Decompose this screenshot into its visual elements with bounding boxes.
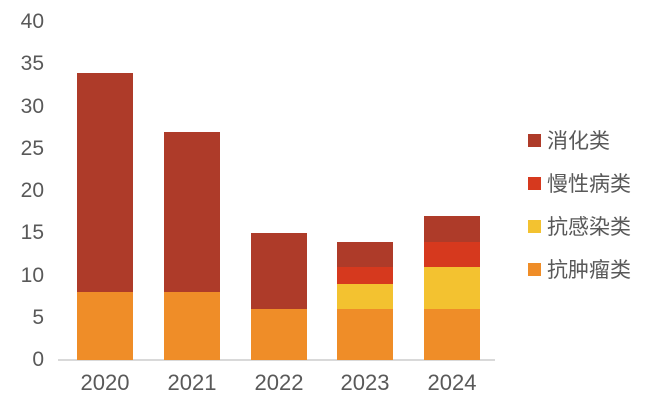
bar-segment-抗感染类	[424, 267, 480, 310]
y-tick-label: 25	[20, 136, 44, 160]
legend-swatch-icon	[528, 219, 541, 233]
x-tick-label-2022: 2022	[254, 370, 304, 395]
bar-2020	[77, 0, 133, 360]
x-tick-label-2024: 2024	[427, 370, 477, 395]
bar-2022	[251, 0, 307, 360]
chart-legend: 消化类慢性病类抗感染类抗肿瘤类	[528, 129, 631, 301]
y-tick-label: 30	[20, 94, 44, 118]
bar-segment-慢性病类	[337, 267, 393, 284]
bar-2024	[424, 0, 480, 360]
y-tick-label: 15	[20, 221, 44, 245]
legend-label: 抗感染类	[547, 216, 631, 239]
y-tick-label: 20	[20, 179, 44, 202]
legend-swatch-icon	[528, 133, 541, 147]
bar-segment-抗肿瘤类	[164, 292, 220, 360]
x-axis-line	[58, 359, 495, 361]
y-tick-label: 40	[20, 10, 44, 33]
legend-swatch-icon	[528, 176, 541, 190]
x-tick-label-2020: 2020	[80, 370, 130, 395]
legend-label: 消化类	[547, 130, 610, 153]
bar-segment-抗肿瘤类	[337, 309, 393, 360]
legend-item-抗肿瘤类: 抗肿瘤类	[528, 258, 631, 282]
y-tick-label: 35	[20, 52, 44, 76]
legend-label: 慢性病类	[547, 173, 631, 196]
legend-swatch-icon	[528, 262, 541, 276]
legend-item-消化类: 消化类	[528, 129, 631, 153]
bar-2021	[164, 0, 220, 360]
bar-2023	[337, 0, 393, 360]
x-tick-label-2023: 2023	[340, 370, 390, 395]
legend-label: 抗肿瘤类	[547, 259, 631, 282]
bar-segment-消化类	[424, 216, 480, 242]
legend-item-抗感染类: 抗感染类	[528, 215, 631, 239]
bar-segment-抗肿瘤类	[424, 309, 480, 360]
bar-segment-消化类	[77, 72, 133, 293]
x-tick-label-2021: 2021	[167, 370, 217, 395]
bar-segment-慢性病类	[424, 241, 480, 268]
bar-segment-消化类	[337, 241, 393, 268]
bar-segment-抗肿瘤类	[77, 292, 133, 360]
bar-segment-消化类	[164, 131, 220, 293]
legend-item-慢性病类: 慢性病类	[528, 172, 631, 196]
bar-segment-消化类	[251, 233, 307, 310]
y-tick-label: 0	[32, 348, 44, 371]
bar-segment-抗肿瘤类	[251, 309, 307, 360]
y-tick-label: 10	[20, 263, 44, 287]
bar-segment-抗感染类	[337, 283, 393, 310]
y-tick-label: 5	[32, 305, 44, 329]
